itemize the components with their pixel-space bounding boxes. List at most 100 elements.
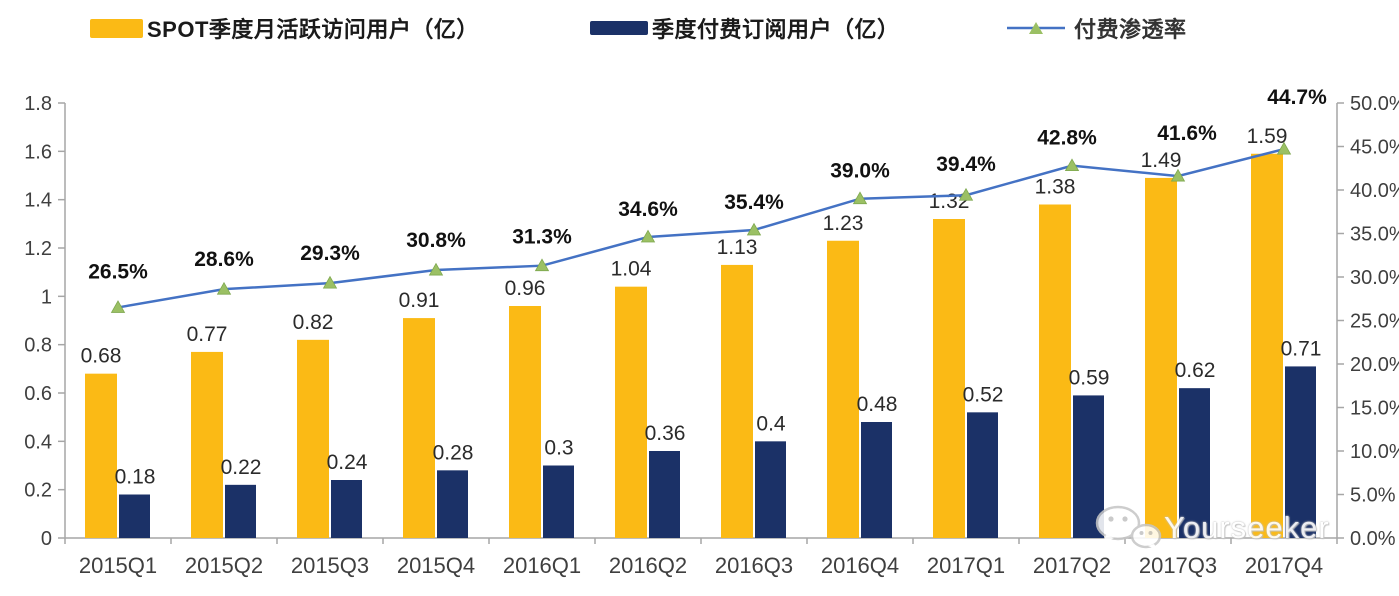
subscribers-legend-swatch bbox=[590, 21, 648, 35]
right-axis-tick-label: 50.0% bbox=[1350, 93, 1399, 115]
right-axis-tick-label: 25.0% bbox=[1350, 311, 1399, 333]
bar-mau-2016Q3 bbox=[721, 264, 753, 538]
x-category-label: 2015Q1 bbox=[79, 553, 157, 578]
penetration-value-label: 26.5% bbox=[88, 260, 148, 283]
x-category-label: 2017Q4 bbox=[1245, 553, 1323, 578]
subscribers-value-label: 0.36 bbox=[645, 422, 686, 445]
bar-mau-2017Q4 bbox=[1251, 153, 1283, 538]
subscribers-value-label: 0.18 bbox=[115, 466, 156, 489]
left-axis-tick-label: 0.2 bbox=[24, 480, 52, 502]
penetration-value-label: 44.7% bbox=[1267, 86, 1327, 109]
subscribers-value-label: 0.4 bbox=[756, 412, 786, 435]
bar-mau-2015Q1 bbox=[85, 373, 117, 538]
penetration-marker-2016Q4 bbox=[852, 191, 868, 205]
penetration-marker-2017Q4 bbox=[1276, 141, 1292, 155]
bar-subscribers-2017Q3 bbox=[1179, 388, 1210, 538]
penetration-legend-marker bbox=[1007, 22, 1065, 34]
subscribers-value-label: 0.22 bbox=[221, 456, 262, 479]
mau-value-label: 0.82 bbox=[293, 311, 334, 334]
bar-mau-2016Q2 bbox=[615, 286, 647, 538]
x-category-label: 2017Q3 bbox=[1139, 553, 1217, 578]
subscribers-value-label: 0.48 bbox=[857, 393, 898, 416]
subscribers-value-label: 0.52 bbox=[963, 383, 1004, 406]
right-axis-tick-label: 20.0% bbox=[1350, 354, 1399, 376]
left-axis-tick-label: 0.4 bbox=[24, 431, 52, 453]
bar-mau-2015Q4 bbox=[403, 318, 435, 538]
x-category-label: 2015Q3 bbox=[291, 553, 369, 578]
bar-mau-2016Q1 bbox=[509, 306, 541, 538]
mau-legend-swatch bbox=[90, 18, 143, 38]
penetration-marker-2015Q4 bbox=[428, 262, 444, 276]
penetration-legend-label: 付费渗透率 bbox=[1074, 17, 1187, 42]
right-axis-tick-label: 0.0% bbox=[1350, 528, 1396, 550]
bar-mau-2017Q2 bbox=[1039, 204, 1071, 538]
mau-value-label: 1.23 bbox=[823, 212, 864, 235]
bar-subscribers-2015Q4 bbox=[437, 470, 468, 538]
bar-subscribers-2016Q4 bbox=[861, 422, 892, 538]
subscribers-legend-label: 季度付费订阅用户（亿） bbox=[652, 17, 900, 42]
bar-mau-2017Q1 bbox=[933, 219, 965, 538]
bar-subscribers-2016Q3 bbox=[755, 441, 786, 538]
penetration-marker-2016Q2 bbox=[640, 229, 656, 243]
right-axis-tick-label: 5.0% bbox=[1350, 485, 1396, 507]
x-category-label: 2017Q2 bbox=[1033, 553, 1111, 578]
penetration-value-label: 35.4% bbox=[724, 191, 784, 214]
mau-value-label: 1.13 bbox=[717, 236, 758, 259]
left-axis-tick-label: 0.6 bbox=[24, 383, 52, 405]
mau-value-label: 0.91 bbox=[399, 289, 440, 312]
penetration-value-label: 34.6% bbox=[618, 198, 678, 221]
left-axis-tick-label: 1.8 bbox=[24, 93, 52, 115]
mau-value-label: 0.96 bbox=[505, 277, 546, 300]
x-category-label: 2016Q2 bbox=[609, 553, 687, 578]
bar-subscribers-2016Q1 bbox=[543, 465, 574, 538]
penetration-marker-2015Q1 bbox=[110, 300, 126, 313]
penetration-marker-2015Q2 bbox=[216, 281, 232, 295]
bar-mau-2015Q3 bbox=[297, 339, 329, 538]
bar-subscribers-2015Q2 bbox=[225, 484, 256, 538]
right-axis-tick-label: 35.0% bbox=[1350, 224, 1399, 246]
mau-value-label: 0.68 bbox=[81, 345, 122, 368]
bar-subscribers-2017Q2 bbox=[1073, 395, 1104, 538]
mau-value-label: 1.49 bbox=[1141, 149, 1182, 172]
left-axis-tick-label: 0.8 bbox=[24, 335, 52, 357]
mau-value-label: 0.77 bbox=[187, 323, 228, 346]
penetration-value-label: 31.3% bbox=[512, 226, 572, 249]
bar-subscribers-2015Q3 bbox=[331, 480, 362, 538]
mau-value-label: 1.04 bbox=[611, 258, 652, 281]
right-axis-tick-label: 30.0% bbox=[1350, 267, 1399, 289]
penetration-value-label: 42.8% bbox=[1037, 127, 1097, 150]
penetration-value-label: 41.6% bbox=[1157, 122, 1217, 145]
bar-subscribers-2017Q4 bbox=[1285, 366, 1316, 538]
x-category-label: 2016Q1 bbox=[503, 553, 581, 578]
mau-value-label: 1.59 bbox=[1247, 125, 1288, 148]
bar-mau-2015Q2 bbox=[191, 351, 223, 538]
bar-subscribers-2015Q1 bbox=[119, 494, 150, 538]
penetration-marker-2017Q1 bbox=[958, 187, 974, 201]
legend-item-subscribers: 季度付费订阅用户（亿） bbox=[590, 14, 900, 42]
right-axis-tick-label: 40.0% bbox=[1350, 180, 1399, 202]
subscribers-value-label: 0.24 bbox=[327, 451, 368, 474]
bar-mau-2017Q3 bbox=[1145, 177, 1177, 538]
penetration-marker-2015Q3 bbox=[322, 275, 338, 289]
bar-mau-2016Q4 bbox=[827, 240, 859, 538]
subscribers-value-label: 0.28 bbox=[433, 441, 474, 464]
penetration-value-label: 39.0% bbox=[830, 160, 890, 183]
penetration-marker-2017Q2 bbox=[1064, 158, 1080, 172]
bar-subscribers-2016Q2 bbox=[649, 451, 680, 538]
subscribers-value-label: 0.71 bbox=[1281, 337, 1322, 360]
x-category-label: 2016Q3 bbox=[715, 553, 793, 578]
right-axis-tick-label: 45.0% bbox=[1350, 137, 1399, 159]
x-category-label: 2015Q2 bbox=[185, 553, 263, 578]
left-axis-tick-label: 1.4 bbox=[24, 190, 52, 212]
left-axis-tick-label: 0 bbox=[41, 528, 52, 550]
right-axis-tick-label: 10.0% bbox=[1350, 441, 1399, 463]
x-category-label: 2016Q4 bbox=[821, 553, 899, 578]
penetration-marker-2016Q1 bbox=[534, 258, 550, 272]
penetration-marker-2017Q3 bbox=[1170, 168, 1186, 182]
subscribers-value-label: 0.3 bbox=[544, 437, 573, 460]
penetration-value-label: 28.6% bbox=[194, 248, 254, 271]
penetration-value-label: 39.4% bbox=[936, 153, 996, 176]
left-axis-tick-label: 1.6 bbox=[24, 141, 52, 163]
